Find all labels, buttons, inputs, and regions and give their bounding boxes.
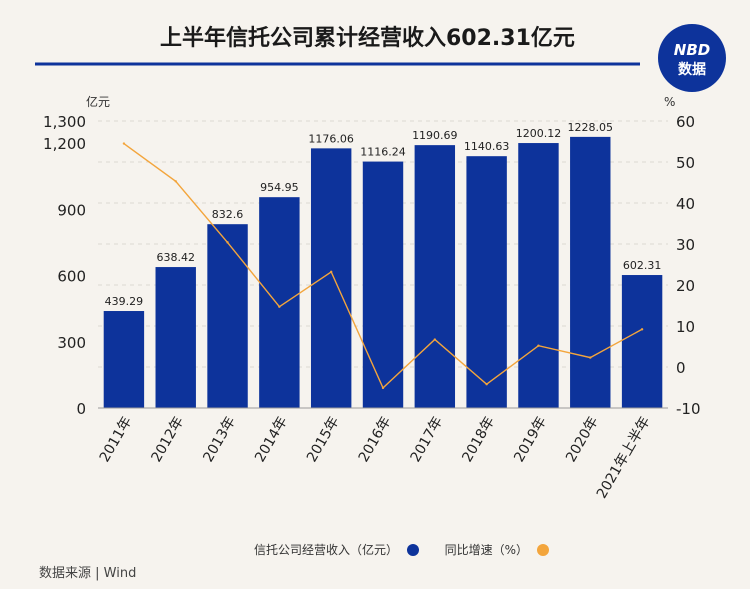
y-left-tick-label: 600 [57, 268, 86, 286]
bar-value-label: 1200.12 [516, 127, 562, 140]
bar-series [103, 136, 663, 409]
y-right-unit: % [664, 95, 675, 109]
bar-value-label: 602.31 [623, 259, 662, 272]
y-left-unit: 亿元 [86, 94, 110, 109]
y-left-tick-label: 1,200 [43, 135, 86, 153]
growth-point [589, 356, 592, 359]
y-left-tick-label: 1,300 [43, 113, 86, 131]
x-tick-label: 2019年 [511, 414, 550, 465]
bar [414, 145, 456, 409]
bar [518, 143, 559, 409]
x-tick-label: 2016年 [356, 414, 395, 465]
growth-point [485, 383, 488, 386]
growth-point [174, 180, 177, 183]
bar-value-label: 1190.69 [412, 129, 458, 142]
growth-point [433, 338, 437, 341]
x-axis-tick-labels: 2011年 2012年 2013年 2014年 2015年 2016年 2017年 2018年… [97, 414, 654, 501]
bar-value-label: 1228.05 [568, 121, 614, 134]
logo-text-nbd: NBD [674, 41, 710, 59]
growth-point [278, 305, 281, 308]
y-left-tick-label: 300 [57, 334, 86, 352]
growth-point [226, 241, 229, 244]
bar [466, 156, 507, 408]
x-tick-label: 2017年 [408, 414, 447, 465]
y-left-tick-label: 900 [57, 201, 86, 219]
y-right-tick-label: 20 [676, 277, 695, 295]
nbd-logo: NBD 数据 [658, 24, 726, 92]
data-source: 数据来源 | Wind [39, 566, 136, 581]
bar-value-label: 954.95 [260, 181, 299, 194]
growth-point [381, 386, 385, 390]
growth-line-series [122, 142, 644, 390]
growth-point [640, 328, 644, 331]
legend-label-growth: 同比增速（%） [445, 543, 528, 557]
bar [310, 148, 352, 409]
legend-swatch-revenue [407, 544, 419, 556]
x-tick-label: 2011年 [97, 414, 136, 465]
x-tick-label: 2015年 [304, 414, 343, 465]
y-right-tick-label: 40 [676, 195, 695, 213]
y-right-tick-label: -10 [676, 400, 701, 418]
bar [259, 197, 300, 408]
y-right-tick-label: 0 [676, 359, 686, 377]
bar [362, 161, 404, 408]
bar-value-label: 832.6 [212, 208, 244, 221]
logo-text-data: 数据 [678, 61, 706, 78]
legend-swatch-growth [537, 544, 549, 556]
y-left-axis: 0 300 600 900 1,200 1,300 [43, 113, 86, 418]
y-right-tick-label: 10 [676, 318, 695, 336]
bar [155, 267, 196, 408]
x-tick-label: 2013年 [200, 414, 239, 465]
bar-value-label: 1140.63 [464, 140, 510, 153]
bar-value-label: 1116.24 [360, 146, 406, 159]
legend-label-revenue: 信托公司经营收入（亿元） [254, 542, 398, 557]
y-right-tick-label: 50 [676, 154, 695, 172]
y-right-axis: -10 0 10 20 30 40 50 60 [676, 113, 701, 418]
y-left-tick-label: 0 [76, 400, 86, 418]
bar-value-labels: 439.29 638.42 832.6 954.95 1176.06 1116.24 119… [105, 121, 662, 308]
x-tick-label: 2021年上半年 [594, 414, 654, 501]
x-tick-label: 2012年 [149, 414, 188, 465]
bar-value-label: 439.29 [105, 295, 144, 308]
bar [207, 224, 248, 408]
growth-point [537, 344, 540, 347]
bar-value-label: 1176.06 [308, 132, 354, 145]
bar-value-label: 638.42 [156, 251, 195, 264]
x-tick-label: 2018年 [459, 414, 498, 465]
y-right-tick-label: 60 [676, 113, 695, 131]
growth-point [329, 270, 333, 274]
bar [621, 275, 663, 408]
chart-title: 上半年信托公司累计经营收入602.31亿元 [160, 25, 575, 51]
bar [103, 311, 145, 408]
logo-circle [658, 24, 726, 92]
bar [570, 136, 611, 409]
legend: 信托公司经营收入（亿元） 同比增速（%） [254, 542, 549, 557]
growth-point [122, 142, 126, 145]
y-right-tick-label: 30 [676, 236, 695, 254]
x-tick-label: 2014年 [252, 414, 291, 465]
x-tick-label: 2020年 [563, 414, 602, 465]
